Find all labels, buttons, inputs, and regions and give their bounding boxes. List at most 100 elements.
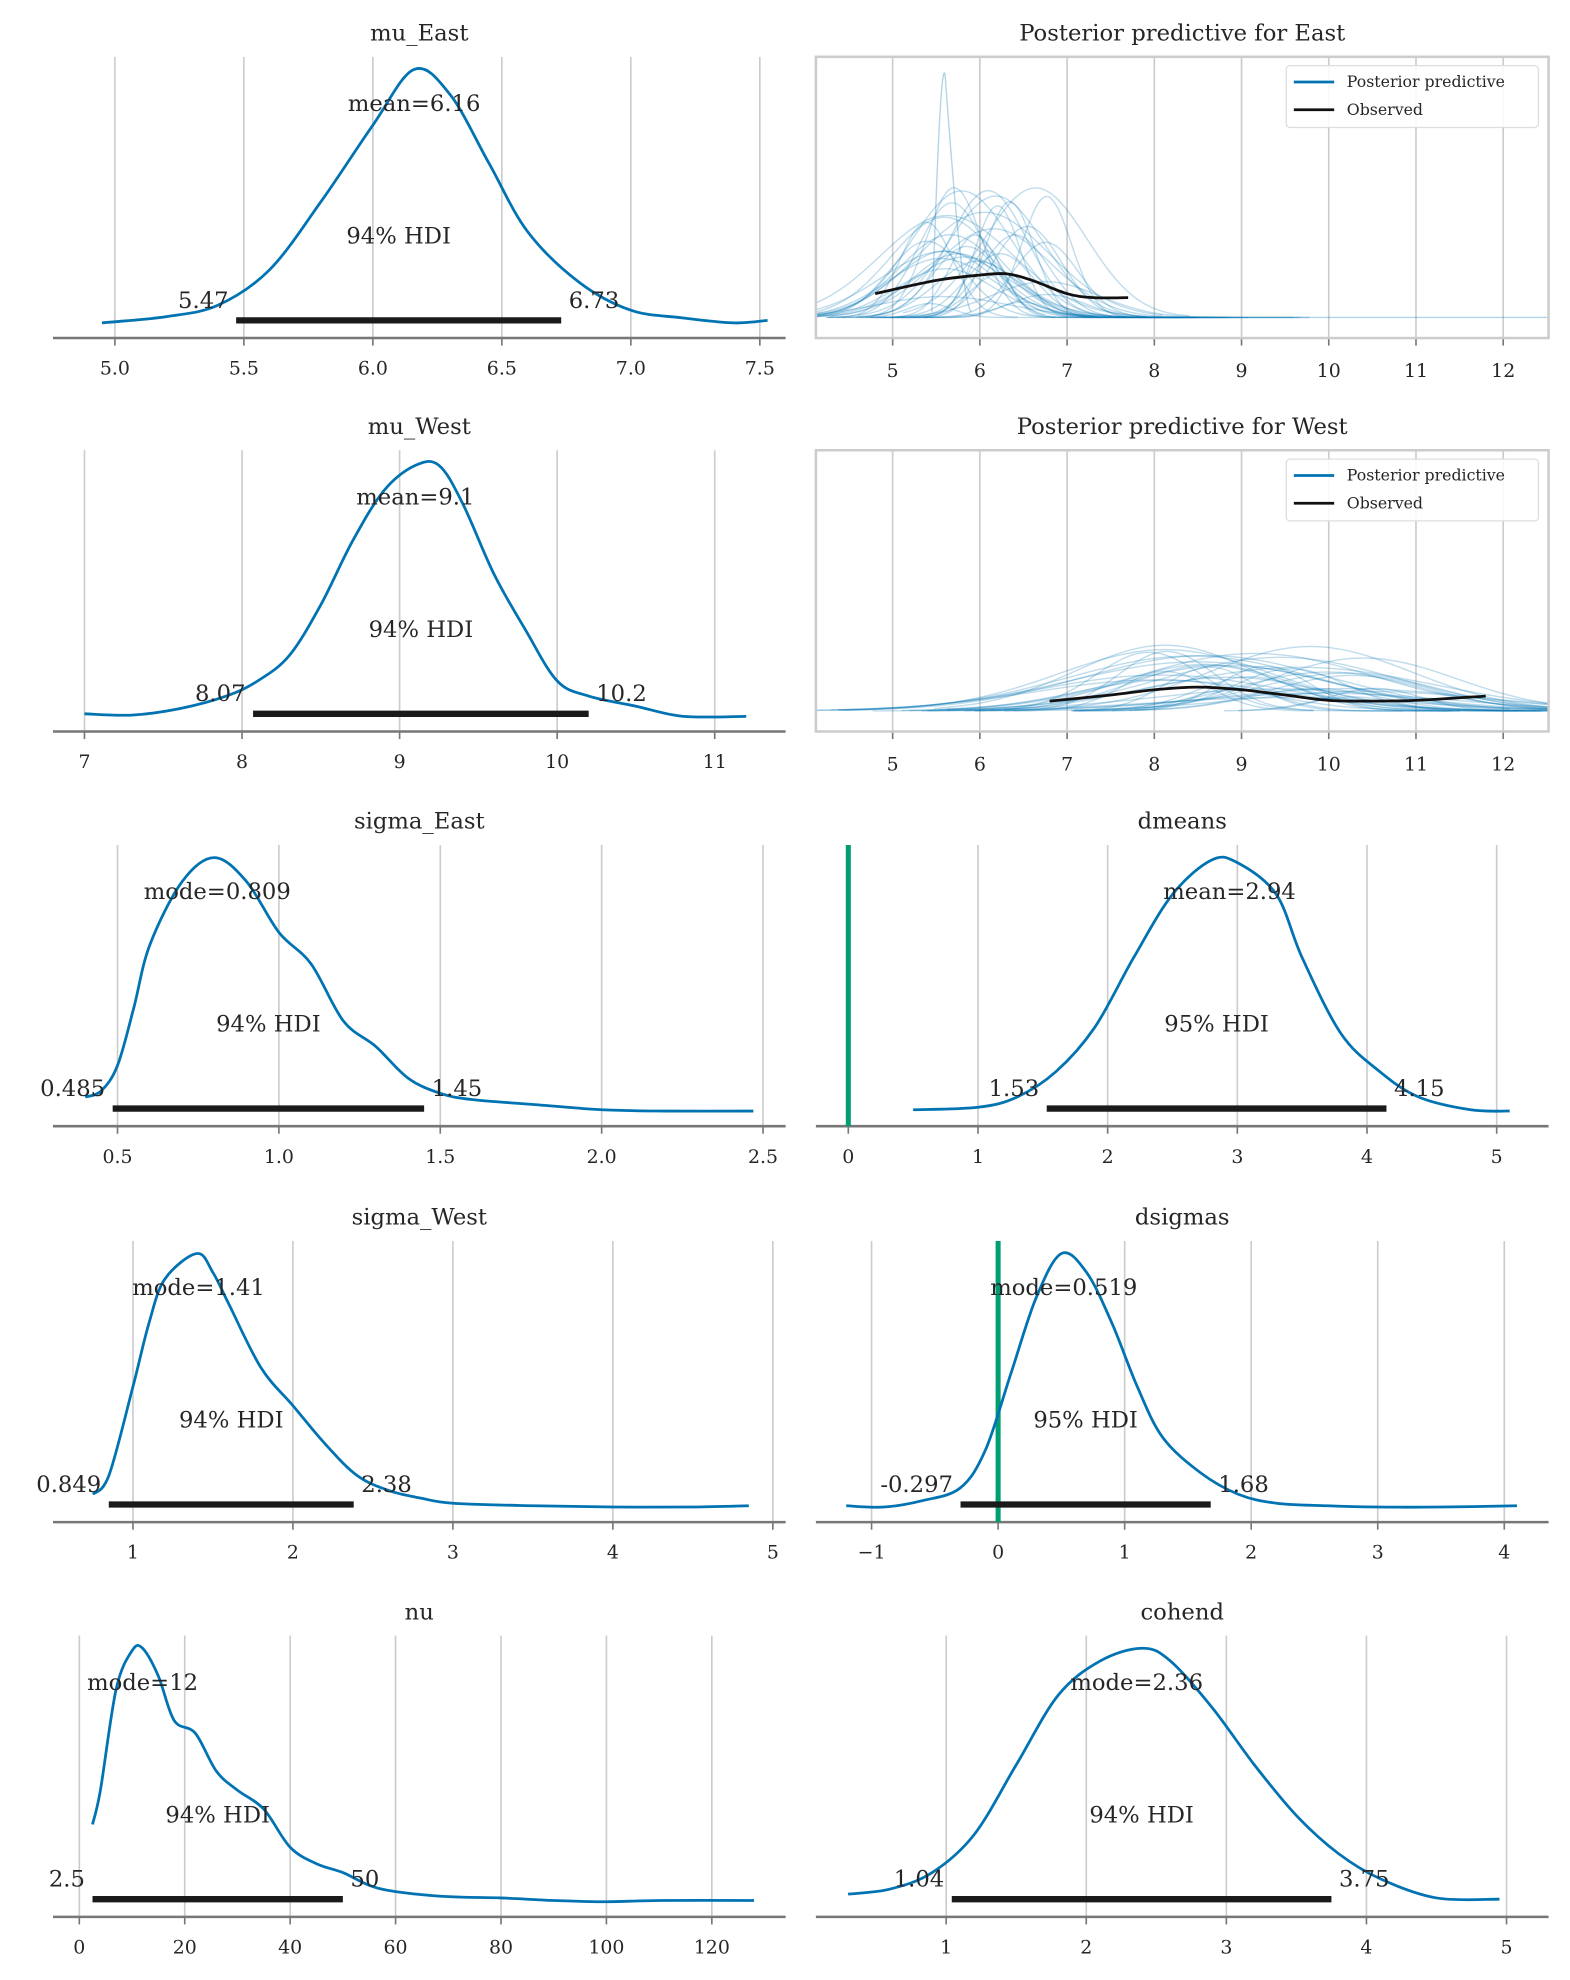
posterior-predictive-line bbox=[939, 664, 1549, 712]
hdi-lower-label: 8.07 bbox=[195, 681, 246, 707]
tick-label: 5 bbox=[887, 754, 899, 776]
hdi-text: 94% HDI bbox=[216, 1012, 321, 1038]
observed-curve bbox=[1049, 685, 1486, 703]
tick-label: 1.0 bbox=[264, 1146, 294, 1168]
posterior-predictive-line bbox=[836, 260, 1095, 319]
panel-title: dmeans bbox=[1138, 809, 1227, 835]
density-curve bbox=[91, 1252, 749, 1509]
tick-label: 1 bbox=[1119, 1542, 1131, 1564]
posterior-predictive-line bbox=[815, 295, 1226, 319]
posterior-predictive-line bbox=[815, 216, 1100, 317]
tick-label: 120 bbox=[694, 1936, 730, 1958]
tick-label: 7.0 bbox=[616, 358, 646, 380]
legend-label: Observed bbox=[1347, 100, 1423, 119]
tick-label: 1 bbox=[940, 1936, 952, 1958]
hdi-lower-label: 0.485 bbox=[40, 1076, 105, 1102]
hdi-upper-label: 4.15 bbox=[1394, 1076, 1445, 1102]
panel-title: sigma_West bbox=[352, 1205, 487, 1231]
tick-label: 10 bbox=[545, 751, 569, 773]
posterior-predictive-line bbox=[1237, 687, 1543, 712]
tick-label: 9 bbox=[1236, 754, 1248, 776]
tick-label: 60 bbox=[384, 1936, 408, 1958]
posterior-predictive-line bbox=[926, 656, 1549, 712]
posterior-predictive-line bbox=[933, 644, 1437, 711]
posterior-predictive-line bbox=[975, 645, 1549, 712]
point-estimate-label: mode=1.41 bbox=[132, 1275, 265, 1301]
posterior-predictive-line bbox=[815, 228, 1301, 319]
panel-dsigmas: dsigmas −1 0 1 2 3 4 -0.297 1.68 95% HDI mode=0.51… bbox=[815, 1205, 1549, 1564]
posterior-predictive-line bbox=[830, 674, 1549, 712]
tick-label: 8 bbox=[1148, 754, 1160, 776]
tick-label: 5 bbox=[1501, 1936, 1513, 1958]
observed-curve bbox=[874, 272, 1129, 300]
posterior-predictive-line bbox=[1112, 668, 1549, 712]
hdi-text: 94% HDI bbox=[165, 1802, 270, 1828]
tick-label: 1.5 bbox=[425, 1146, 455, 1168]
tick-label: 3 bbox=[1372, 1542, 1384, 1564]
tick-label: 3 bbox=[1220, 1936, 1232, 1958]
tick-label: 8 bbox=[1148, 360, 1160, 382]
panel-title: nu bbox=[405, 1599, 434, 1625]
point-estimate-label: mode=12 bbox=[87, 1670, 198, 1696]
hdi-upper-label: 6.73 bbox=[569, 288, 620, 314]
posterior-predictive-line bbox=[902, 187, 1190, 317]
posterior-predictive-line bbox=[909, 234, 1222, 319]
hdi-text: 94% HDI bbox=[369, 617, 474, 643]
hdi-upper-label: 10.2 bbox=[596, 681, 647, 707]
hdi-lower-label: 1.04 bbox=[894, 1867, 945, 1893]
hdi-lower-label: 2.5 bbox=[49, 1867, 85, 1893]
point-estimate-label: mode=2.36 bbox=[1070, 1670, 1203, 1696]
tick-label: 6.5 bbox=[487, 358, 517, 380]
tick-label: 5 bbox=[1491, 1146, 1503, 1168]
posterior-predictive-line bbox=[1134, 674, 1549, 711]
posterior-predictive-line bbox=[947, 652, 1549, 710]
tick-label: 1 bbox=[972, 1146, 984, 1168]
posterior-predictive-line bbox=[815, 250, 1240, 319]
density-curve bbox=[91, 1644, 755, 1904]
posterior-predictive-line bbox=[914, 195, 1201, 319]
posterior-predictive-line bbox=[815, 234, 1109, 318]
panel-title: mu_East bbox=[370, 20, 468, 46]
posterior-predictive-line bbox=[896, 252, 1096, 318]
panel-cohend: cohend 1 2 3 4 5 1.04 3.75 94% HDI mode=2.36 bbox=[815, 1599, 1549, 1958]
posterior-predictive-line bbox=[909, 679, 1461, 712]
tick-label: 2 bbox=[1080, 1936, 1092, 1958]
tick-label: −1 bbox=[858, 1542, 886, 1564]
tick-label: 12 bbox=[1491, 360, 1515, 382]
tick-label: 3 bbox=[447, 1542, 459, 1564]
posterior-predictive-line bbox=[815, 190, 1128, 318]
posterior-predictive-line bbox=[1074, 671, 1549, 711]
panel-title: sigma_East bbox=[354, 809, 485, 835]
tick-label: 9 bbox=[394, 751, 406, 773]
posterior-predictive-line bbox=[830, 253, 1086, 317]
plot-frame bbox=[814, 449, 1550, 733]
posterior-predictive-line bbox=[815, 214, 1177, 318]
density-curve bbox=[846, 1251, 1517, 1509]
hdi-upper-label: 1.45 bbox=[432, 1076, 483, 1102]
panel-dmeans: dmeans 0 1 2 3 4 5 1.53 4.15 95% HDI mean=2.94 bbox=[815, 809, 1549, 1168]
tick-label: 0 bbox=[73, 1936, 85, 1958]
hdi-upper-label: 2.38 bbox=[361, 1472, 412, 1498]
tick-label: 10 bbox=[1317, 754, 1341, 776]
tick-label: 9 bbox=[1236, 360, 1248, 382]
panel-title: cohend bbox=[1140, 1599, 1224, 1625]
tick-label: 5.0 bbox=[100, 358, 130, 380]
tick-label: 4 bbox=[1360, 1936, 1372, 1958]
tick-label: 8 bbox=[236, 751, 248, 773]
density-curve bbox=[84, 460, 747, 719]
tick-label: 11 bbox=[1404, 754, 1428, 776]
posterior-predictive-line bbox=[826, 202, 1046, 319]
hdi-lower-label: 5.47 bbox=[178, 288, 229, 314]
posterior-predictive-line bbox=[815, 655, 1510, 712]
posterior-predictive-line bbox=[869, 249, 1056, 319]
hdi-upper-label: 3.75 bbox=[1339, 1867, 1390, 1893]
tick-label: 2 bbox=[1102, 1146, 1114, 1168]
tick-label: 100 bbox=[588, 1936, 624, 1958]
tick-label: 0.5 bbox=[102, 1146, 132, 1168]
tick-label: 80 bbox=[489, 1936, 513, 1958]
legend-box bbox=[1285, 65, 1540, 129]
posterior-predictive-line bbox=[921, 676, 1523, 712]
density-curve bbox=[913, 855, 1510, 1113]
posterior-predictive-line bbox=[1079, 676, 1453, 712]
panel-ppc-east: Posterior predictive for East 5 6 7 8 9 10 11 12… bbox=[814, 20, 1550, 382]
